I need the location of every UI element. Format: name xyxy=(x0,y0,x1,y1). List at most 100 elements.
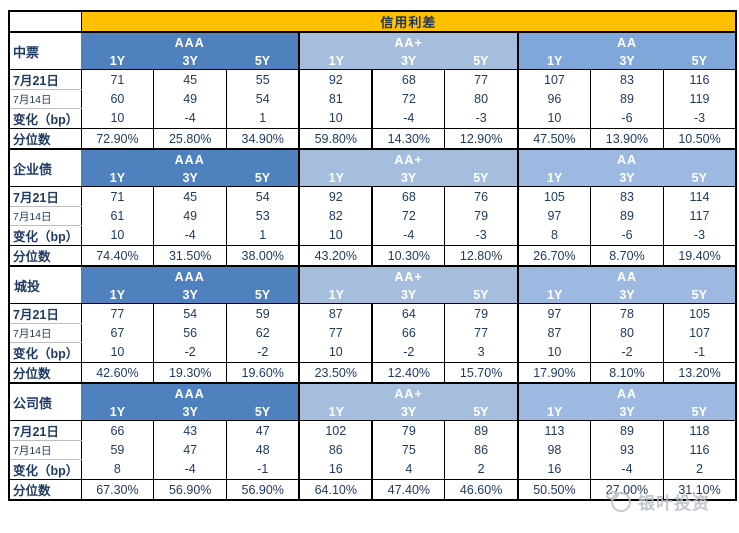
value-cell: 87 xyxy=(298,303,373,324)
percentile-cell: 19.40% xyxy=(662,245,737,266)
value-cell: 107 xyxy=(516,69,591,90)
tenor-header-1y: 1Y xyxy=(81,52,154,70)
value-cell: 54 xyxy=(153,303,227,324)
value-cell: 48 xyxy=(226,440,300,460)
value-cell: 66 xyxy=(80,420,154,441)
section-chengtou: 城投 AAA AA+ AA 1Y 3Y 5Y 1Y 3Y 5Y 1Y 3Y 5Y… xyxy=(9,265,737,383)
tenor-header-1y: 1Y xyxy=(516,286,591,304)
value-cell: 10 xyxy=(80,342,154,363)
value-cell: 118 xyxy=(662,420,737,441)
percentile-cell: 72.90% xyxy=(80,128,154,149)
value-cell: -3 xyxy=(444,225,518,246)
section-zhongpiao: 中票 AAA AA+ AA 1Y 3Y 5Y 1Y 3Y 5Y 1Y 3Y 5Y… xyxy=(9,31,737,149)
percentile-cell: 31.10% xyxy=(662,479,737,500)
value-cell: 80 xyxy=(444,89,518,109)
tenor-header-1y: 1Y xyxy=(298,169,373,187)
tenor-header-3y: 3Y xyxy=(153,169,227,187)
value-cell: 77 xyxy=(298,323,373,343)
tenor-header-1y: 1Y xyxy=(81,169,154,187)
value-cell: 2 xyxy=(444,459,518,480)
tenor-header-5y: 5Y xyxy=(663,169,737,187)
percentile-cell: 50.50% xyxy=(516,479,591,500)
percentile-cell: 31.50% xyxy=(153,245,227,266)
brand-logo-icon xyxy=(605,490,631,512)
rating-header-aaa: AAA xyxy=(81,265,300,286)
value-cell: 45 xyxy=(153,186,227,207)
tenor-header-5y: 5Y xyxy=(444,52,518,70)
data-row-jul21: 7月21日 66 43 47 102 79 89 113 89 118 xyxy=(9,420,737,441)
value-cell: 79 xyxy=(444,206,518,226)
value-cell: 116 xyxy=(662,69,737,90)
tenor-header-1y: 1Y xyxy=(81,403,154,421)
value-cell: 8 xyxy=(516,225,591,246)
value-cell: 68 xyxy=(371,186,445,207)
value-cell: -2 xyxy=(590,342,664,363)
value-cell: 77 xyxy=(80,303,154,324)
value-cell: 59 xyxy=(226,303,300,324)
value-cell: 53 xyxy=(226,206,300,226)
data-row-change: 变化（bp） 8 -4 -1 16 4 2 16 -4 2 xyxy=(9,459,737,480)
value-cell: -3 xyxy=(662,108,737,129)
tenor-header-1y: 1Y xyxy=(298,403,373,421)
row-label: 分位数 xyxy=(9,362,81,383)
value-cell: -4 xyxy=(371,108,445,129)
rating-header-aa: AA xyxy=(516,31,737,52)
value-cell: 49 xyxy=(153,89,227,109)
tenor-header-1y: 1Y xyxy=(516,52,591,70)
percentile-cell: 23.50% xyxy=(298,362,373,383)
tenor-header-3y: 3Y xyxy=(590,169,664,187)
title-row: 信用利差 xyxy=(8,10,737,33)
data-row-percentile: 分位数 42.60% 19.30% 19.60% 23.50% 12.40% 1… xyxy=(9,362,737,383)
section-label: 公司债 xyxy=(9,382,81,421)
value-cell: 77 xyxy=(444,323,518,343)
value-cell: 16 xyxy=(516,459,591,480)
tenor-header-1y: 1Y xyxy=(298,286,373,304)
brand-watermark: 银叶投资 xyxy=(603,486,710,516)
value-cell: -6 xyxy=(590,225,664,246)
value-cell: 45 xyxy=(153,69,227,90)
value-cell: 61 xyxy=(80,206,154,226)
value-cell: 89 xyxy=(444,420,518,441)
percentile-cell: 12.40% xyxy=(371,362,445,383)
data-row-change: 变化（bp） 10 -4 1 10 -4 -3 8 -6 -3 xyxy=(9,225,737,246)
value-cell: 54 xyxy=(226,186,300,207)
value-cell: 10 xyxy=(516,342,591,363)
value-cell: 83 xyxy=(590,186,664,207)
value-cell: -4 xyxy=(153,108,227,129)
percentile-cell: 13.20% xyxy=(662,362,737,383)
percentile-cell: 10.30% xyxy=(371,245,445,266)
section-gongsizhai: 公司债 AAA AA+ AA 1Y 3Y 5Y 1Y 3Y 5Y 1Y 3Y 5… xyxy=(9,382,737,500)
value-cell: 10 xyxy=(298,342,373,363)
data-row-change: 变化（bp） 10 -2 -2 10 -2 3 10 -2 -1 xyxy=(9,342,737,363)
value-cell: 107 xyxy=(662,323,737,343)
tenor-header-5y: 5Y xyxy=(663,52,737,70)
value-cell: -1 xyxy=(662,342,737,363)
section-label: 城投 xyxy=(9,265,81,304)
percentile-cell: 74.40% xyxy=(80,245,154,266)
value-cell: 55 xyxy=(226,69,300,90)
tenor-header-3y: 3Y xyxy=(372,403,445,421)
data-row-jul14: 7月14日 60 49 54 81 72 80 96 89 119 xyxy=(9,89,737,109)
value-cell: 54 xyxy=(226,89,300,109)
percentile-cell: 56.90% xyxy=(226,479,300,500)
value-cell: 87 xyxy=(516,323,591,343)
tenor-header-row: 1Y 3Y 5Y 1Y 3Y 5Y 1Y 3Y 5Y xyxy=(9,286,737,304)
value-cell: 1 xyxy=(226,108,300,129)
value-cell: 93 xyxy=(590,440,664,460)
value-cell: 114 xyxy=(662,186,737,207)
percentile-cell: 19.60% xyxy=(226,362,300,383)
data-row-jul21: 7月21日 77 54 59 87 64 79 97 78 105 xyxy=(9,303,737,324)
value-cell: 83 xyxy=(590,69,664,90)
tenor-header-5y: 5Y xyxy=(444,403,518,421)
data-row-percentile: 分位数 74.40% 31.50% 38.00% 43.20% 10.30% 1… xyxy=(9,245,737,266)
data-row-jul14: 7月14日 61 49 53 82 72 79 97 89 117 xyxy=(9,206,737,226)
value-cell: 105 xyxy=(516,186,591,207)
rating-header-aa-plus: AA+ xyxy=(298,148,518,169)
section-label: 企业债 xyxy=(9,148,81,187)
section-qiyezhai: 企业债 AAA AA+ AA 1Y 3Y 5Y 1Y 3Y 5Y 1Y 3Y 5… xyxy=(9,148,737,266)
value-cell: -3 xyxy=(662,225,737,246)
value-cell: -2 xyxy=(226,342,300,363)
rating-header-row: 企业债 AAA AA+ AA xyxy=(9,148,737,187)
tenor-header-5y: 5Y xyxy=(226,403,300,421)
value-cell: 10 xyxy=(298,108,373,129)
